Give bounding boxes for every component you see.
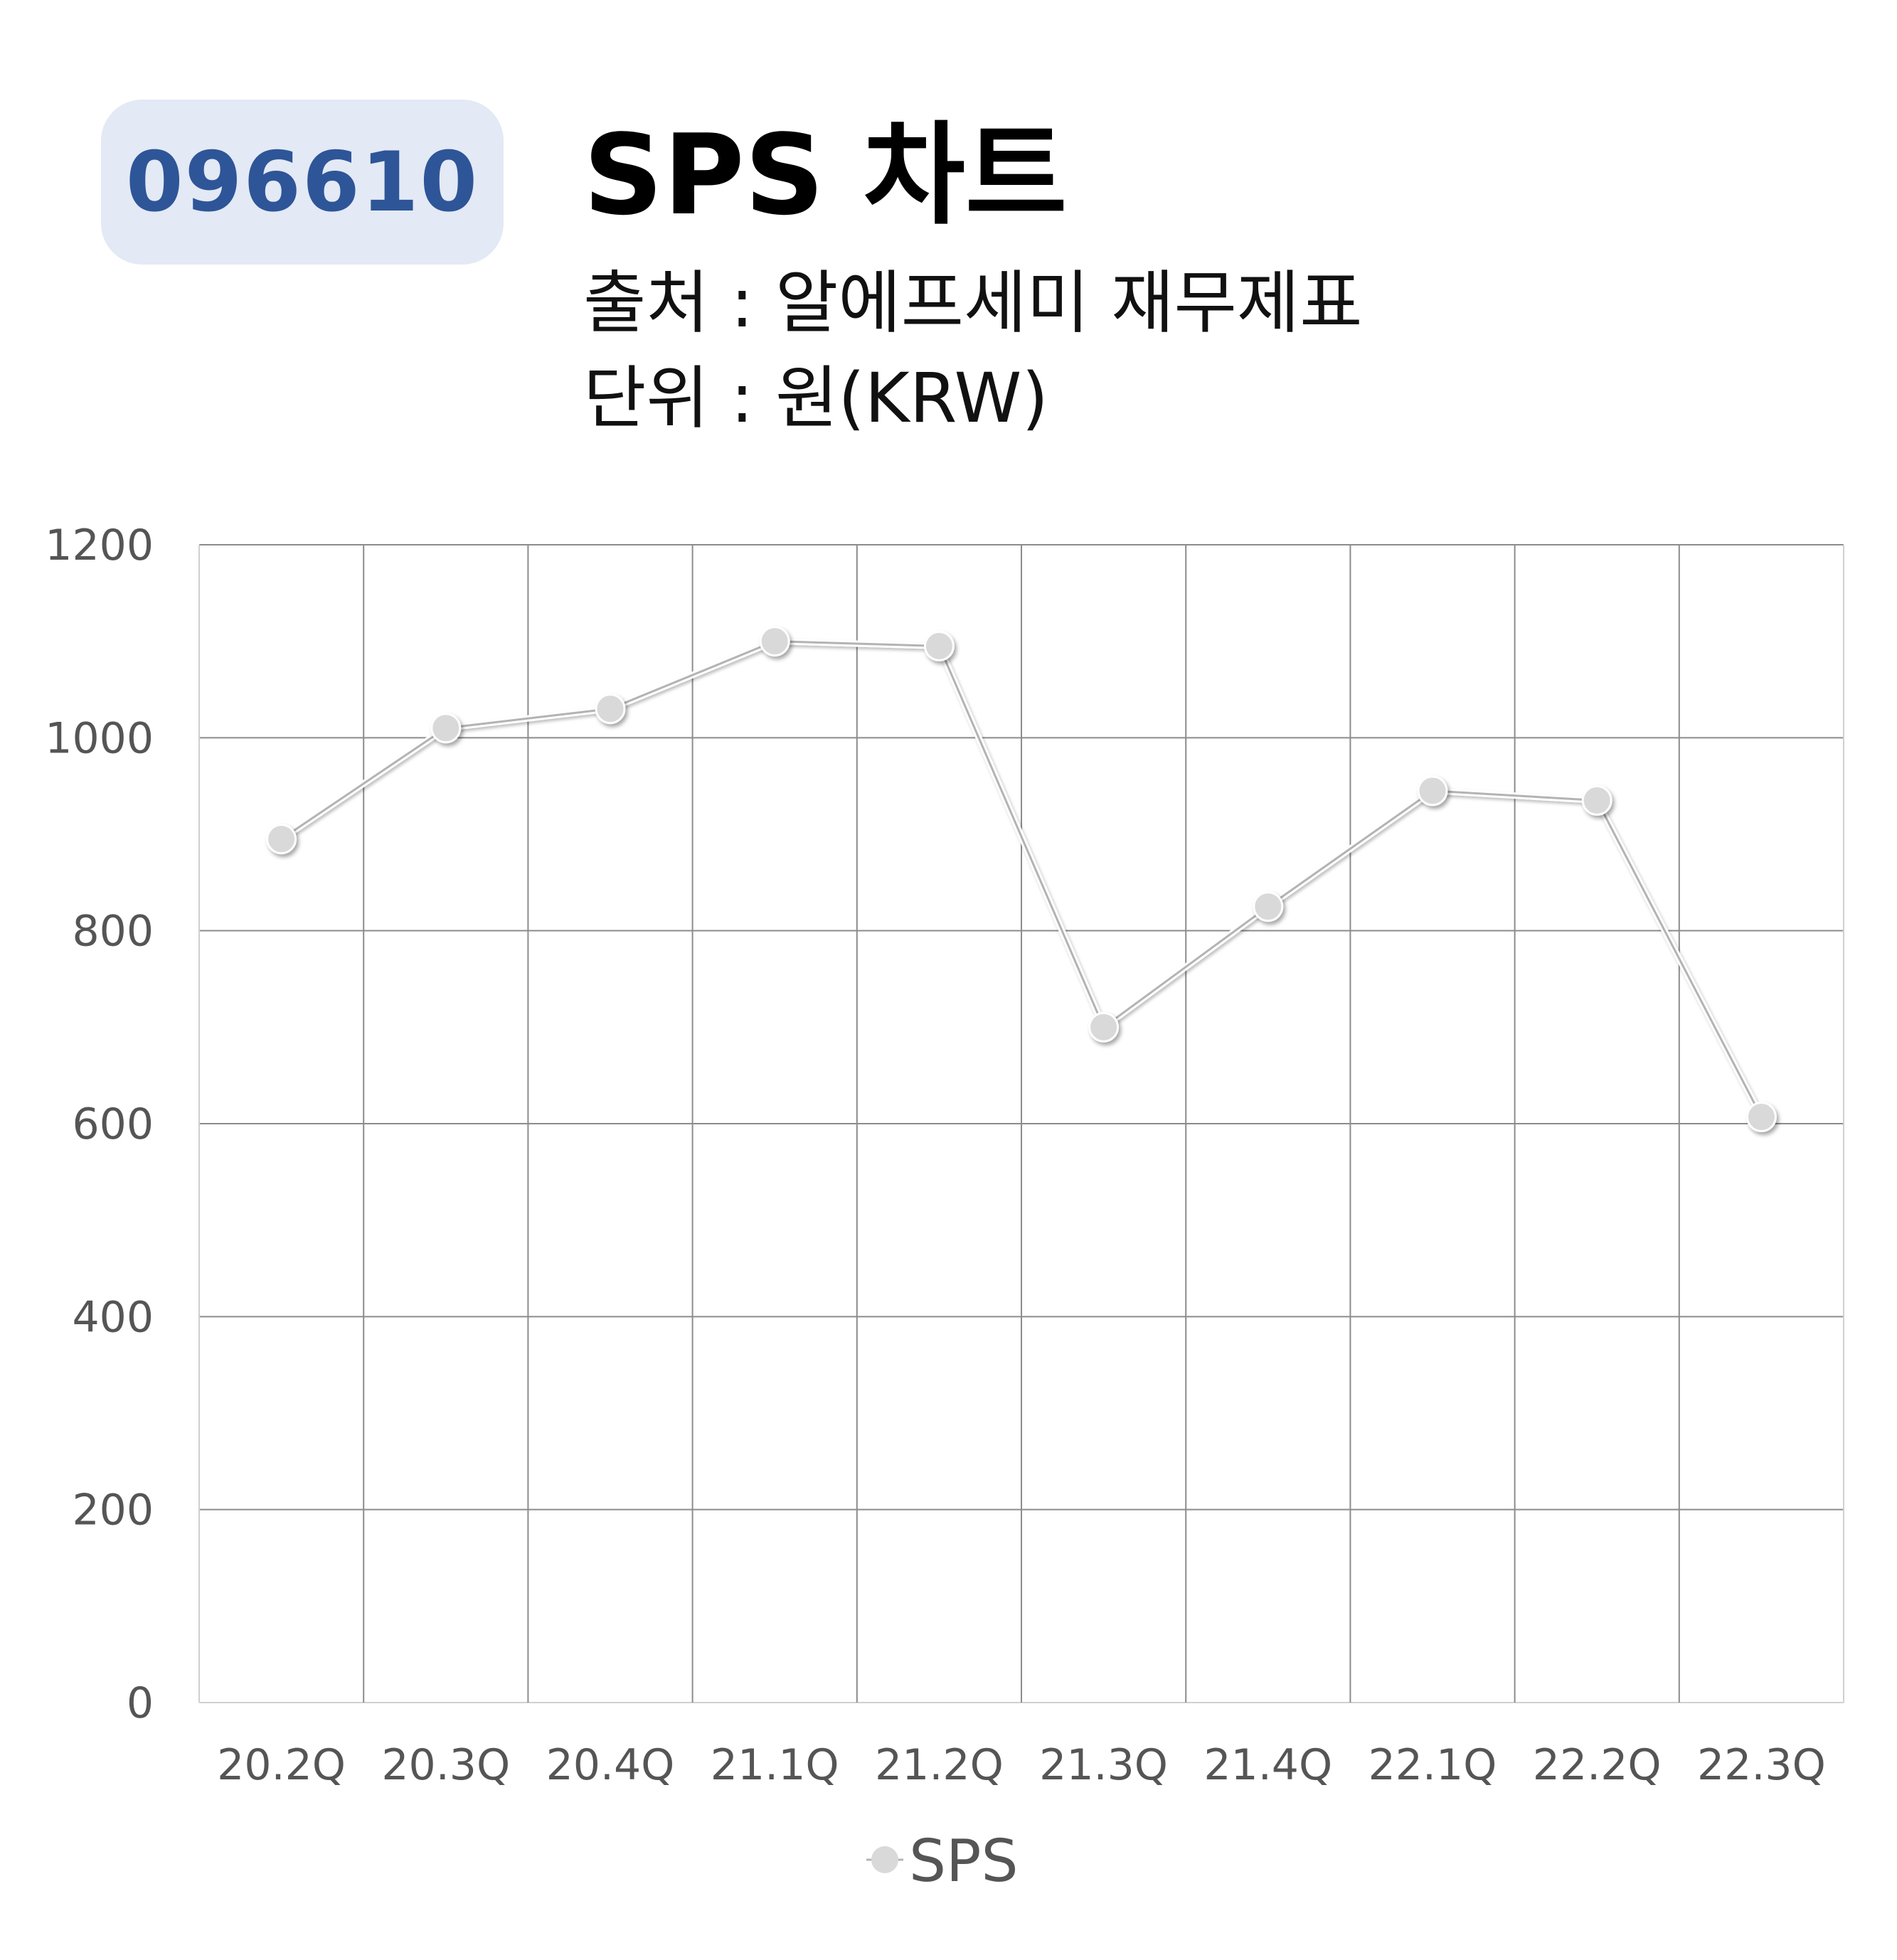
series-line [280, 640, 1763, 1118]
x-tick-label: 22.3Q [1697, 1740, 1826, 1790]
legend-label: SPS [909, 1828, 1019, 1895]
legend-marker [871, 1846, 898, 1873]
data-point [266, 824, 297, 855]
chart-legend: SPS [866, 1828, 1019, 1895]
ticker-badge: 096610 [101, 100, 504, 265]
y-axis-ticks: 0 200 400 600 800 1000 1200 [45, 521, 154, 1728]
y-tick-label: 400 [72, 1292, 154, 1342]
data-point [430, 713, 462, 744]
data-point [1745, 1102, 1777, 1133]
unit-note: 단위 : 원(KRW) [583, 358, 1048, 438]
x-tick-label: 20.3Q [381, 1740, 510, 1790]
data-point [1581, 785, 1612, 816]
x-tick-label: 20.2Q [217, 1740, 346, 1790]
x-tick-label: 21.2Q [875, 1740, 1004, 1790]
data-point [1417, 775, 1448, 806]
x-tick-label: 21.3Q [1039, 1740, 1168, 1790]
y-tick-label: 600 [72, 1099, 154, 1149]
x-tick-label: 22.2Q [1533, 1740, 1662, 1790]
data-point [759, 626, 790, 657]
data-point [595, 693, 626, 725]
y-tick-label: 1000 [45, 713, 154, 763]
sps-series [266, 626, 1777, 1133]
data-point [1253, 891, 1284, 922]
y-tick-label: 0 [127, 1678, 154, 1728]
x-axis-ticks: 20.2Q 20.3Q 20.4Q 21.1Q 21.2Q 21.3Q 21.4Q 22.1Q… [217, 1740, 1826, 1790]
x-tick-label: 22.1Q [1369, 1740, 1497, 1790]
chart-title: SPS 차트 [583, 110, 1068, 240]
y-tick-label: 200 [72, 1486, 154, 1535]
chart-grid [198, 544, 1844, 1703]
data-point [923, 630, 955, 661]
y-tick-label: 1200 [45, 521, 154, 570]
x-tick-label: 21.1Q [711, 1740, 839, 1790]
data-point [1088, 1011, 1120, 1043]
x-tick-label: 20.4Q [546, 1740, 675, 1790]
source-note: 출처 : 알에프세미 재무제표 [583, 263, 1363, 343]
y-tick-label: 800 [72, 907, 154, 957]
x-tick-label: 21.4Q [1203, 1740, 1332, 1790]
